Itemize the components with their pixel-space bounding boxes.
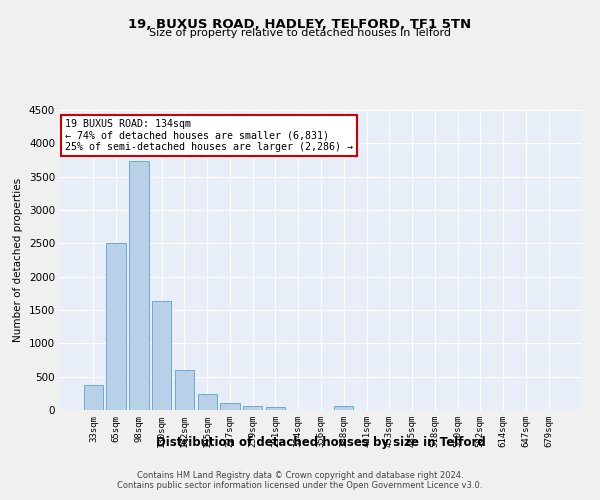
Bar bbox=[129, 160, 149, 410]
Bar bbox=[334, 406, 353, 410]
Text: Distribution of detached houses by size in Telford: Distribution of detached houses by size … bbox=[156, 436, 486, 449]
Bar bbox=[152, 300, 172, 410]
Bar bbox=[175, 370, 194, 410]
Text: 19 BUXUS ROAD: 134sqm
← 74% of detached houses are smaller (6,831)
25% of semi-d: 19 BUXUS ROAD: 134sqm ← 74% of detached … bbox=[65, 119, 353, 152]
Bar bbox=[106, 242, 126, 410]
Bar bbox=[243, 406, 262, 410]
Bar bbox=[266, 406, 285, 410]
Text: Contains public sector information licensed under the Open Government Licence v3: Contains public sector information licen… bbox=[118, 481, 482, 490]
Text: Contains HM Land Registry data © Crown copyright and database right 2024.: Contains HM Land Registry data © Crown c… bbox=[137, 471, 463, 480]
Bar bbox=[220, 402, 239, 410]
Y-axis label: Number of detached properties: Number of detached properties bbox=[13, 178, 23, 342]
Bar bbox=[84, 384, 103, 410]
Bar bbox=[197, 394, 217, 410]
Text: 19, BUXUS ROAD, HADLEY, TELFORD, TF1 5TN: 19, BUXUS ROAD, HADLEY, TELFORD, TF1 5TN bbox=[128, 18, 472, 30]
Text: Size of property relative to detached houses in Telford: Size of property relative to detached ho… bbox=[149, 28, 451, 38]
